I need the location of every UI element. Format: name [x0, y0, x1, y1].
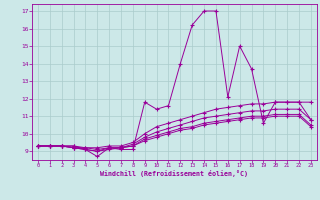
X-axis label: Windchill (Refroidissement éolien,°C): Windchill (Refroidissement éolien,°C) — [100, 170, 248, 177]
